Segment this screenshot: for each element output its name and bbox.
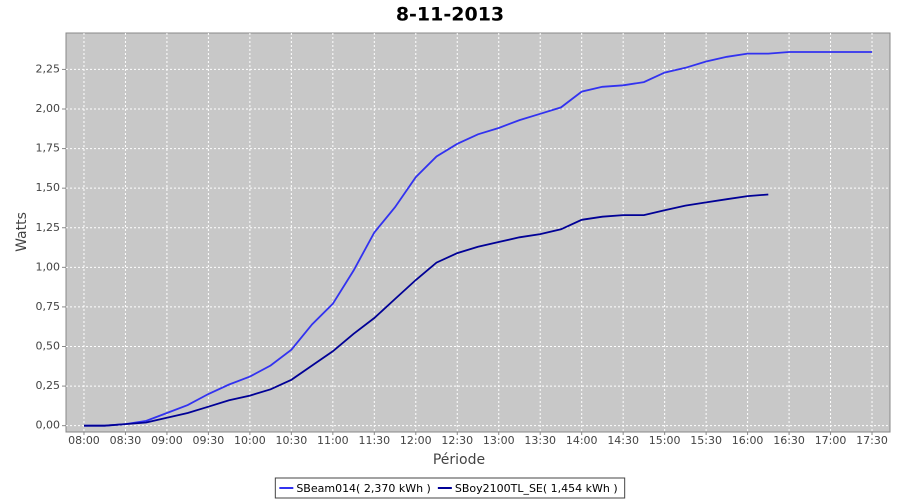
x-tick-label: 09:30 [193, 434, 225, 447]
x-tick-label: 14:30 [607, 434, 639, 447]
series-line [84, 193, 769, 427]
legend-label: SBoy2100TL_SE( 1,454 kWh ) [455, 482, 618, 495]
x-tick-label: 16:00 [732, 434, 764, 447]
x-tick-label: 17:30 [856, 434, 888, 447]
x-tick-label: 10:00 [234, 434, 266, 447]
y-tick-label: 0,50 [36, 340, 61, 353]
y-tick-label: 0,00 [36, 419, 61, 432]
x-tick-label: 13:30 [524, 434, 556, 447]
y-tick-label: 1,50 [36, 181, 61, 194]
y-axis-label: Watts [14, 212, 30, 252]
x-tick-label: 12:30 [441, 434, 473, 447]
x-tick-label: 08:30 [110, 434, 142, 447]
x-tick-label: 14:00 [566, 434, 598, 447]
x-tick-label: 11:30 [358, 434, 390, 447]
x-tick-label: 08:00 [68, 434, 100, 447]
x-tick-label: 15:30 [690, 434, 722, 447]
x-tick-label: 12:00 [400, 434, 432, 447]
y-tick-label: 2,00 [36, 102, 61, 115]
y-tick-label: 0,25 [36, 379, 61, 392]
x-axis-label: Période [433, 452, 485, 468]
y-tick-label: 1,25 [36, 221, 61, 234]
x-tick-label: 17:00 [815, 434, 847, 447]
y-tick-label: 0,75 [36, 300, 61, 313]
y-tick-label: 1,75 [36, 142, 61, 155]
x-tick-label: 13:00 [483, 434, 515, 447]
x-tick-label: 10:30 [276, 434, 308, 447]
chart-title: 8-11-2013 [396, 4, 504, 26]
x-tick-label: 16:30 [773, 434, 805, 447]
y-tick-label: 2,25 [36, 62, 61, 75]
plot-area [65, 32, 891, 433]
legend-label: SBeam014( 2,370 kWh ) [296, 482, 431, 495]
legend: SBeam014( 2,370 kWh ) SBoy2100TL_SE( 1,45… [274, 477, 626, 499]
x-tick-label: 11:00 [317, 434, 349, 447]
x-tick-label: 09:00 [151, 434, 183, 447]
series-line [84, 51, 872, 427]
x-tick-label: 15:00 [649, 434, 681, 447]
y-tick-label: 1,00 [36, 260, 61, 273]
